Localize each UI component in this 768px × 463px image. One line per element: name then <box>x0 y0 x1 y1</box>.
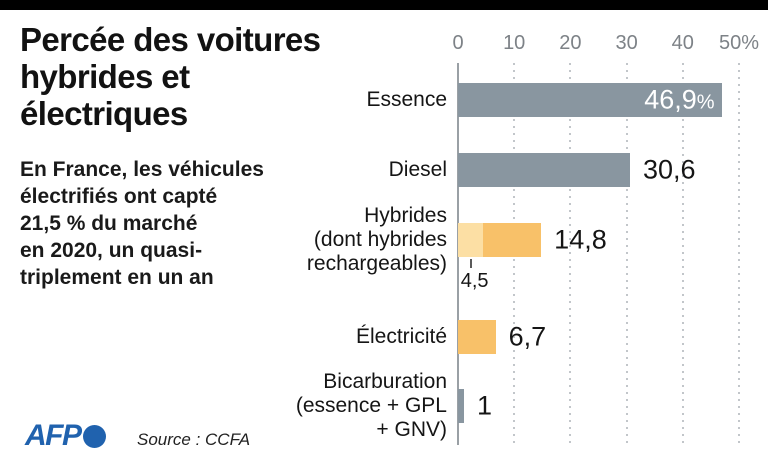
subtitle-line: triplement en un an <box>20 266 214 289</box>
sub-value-label: 4,5 <box>460 270 489 292</box>
bar-hybrides <box>458 223 542 257</box>
value-text: 46,9 <box>644 84 697 115</box>
afp-logo-text: AFP <box>25 419 82 452</box>
source-credit: Source : CCFA <box>137 430 251 449</box>
bar-electricite <box>458 320 496 354</box>
category-label-line: Bicarburation <box>323 370 447 393</box>
category-label-line: Essence <box>366 88 447 111</box>
value-text: 30,6 <box>642 154 696 185</box>
page-title: Percée des voitures hybrides et électriq… <box>20 21 430 132</box>
x-axis-tick-label: 40 <box>671 32 694 54</box>
category-label-line: Électricité <box>355 325 447 348</box>
top-black-bar <box>0 0 768 10</box>
x-axis-tick-label: 0 <box>452 32 464 54</box>
page-title-line: Percée des voitures <box>20 21 321 58</box>
category-label-line: (essence + GPL <box>295 394 447 417</box>
subtitle: En France, les véhicules électrifiés ont… <box>20 156 320 291</box>
subtitle-line: 21,5 % du marché <box>20 212 198 235</box>
category-label-hybrides: Hybrides (dont hybrides rechargeables) <box>217 204 447 276</box>
value-label-essence: 46,9% <box>644 85 714 116</box>
x-axis-tick-label: 10 <box>503 32 526 54</box>
subtitle-line: électrifiés ont capté <box>20 185 218 208</box>
category-label-line: (dont hybrides <box>313 228 447 251</box>
page-title-line: hybrides et <box>20 58 190 95</box>
value-label-diesel: 30,6 <box>643 155 696 186</box>
bar-bicarburation <box>458 389 464 423</box>
gridline <box>625 63 628 445</box>
bar-segment-hybrides-rechargeables <box>458 223 484 257</box>
gridline <box>738 63 740 445</box>
category-label-line: Diesel <box>388 158 447 181</box>
subtitle-line: En France, les véhicules <box>20 158 264 181</box>
category-label-line: Hybrides <box>364 204 447 227</box>
category-label-diesel: Diesel <box>217 158 447 182</box>
category-label-electricite: Électricité <box>217 325 447 349</box>
value-text: 14,8 <box>554 224 607 255</box>
value-text: 1 <box>477 390 493 421</box>
x-axis-tick-label: 50% <box>718 32 760 54</box>
afp-circle-icon <box>82 424 106 448</box>
value-suffix: % <box>696 91 715 114</box>
value-text: 6,7 <box>508 321 547 352</box>
x-axis-tick-label: 20 <box>559 32 582 54</box>
subtitle-line: en 2020, un quasi- <box>20 239 203 262</box>
gridline <box>681 63 684 445</box>
x-axis-tick-label: 30 <box>615 32 638 54</box>
category-label-bicarburation: Bicarburation (essence + GPL + GNV) <box>217 370 447 442</box>
bar-essence <box>458 83 722 117</box>
value-label-bicarburation: 1 <box>477 391 492 422</box>
gridline <box>569 63 572 445</box>
value-label-hybrides: 14,8 <box>554 225 607 256</box>
value-label-electricite: 6,7 <box>509 322 547 353</box>
page-title-line: électriques <box>20 95 188 132</box>
category-label-line: + GNV) <box>376 418 447 441</box>
afp-logo: AFP <box>25 421 106 451</box>
bar-diesel <box>458 153 630 187</box>
category-label-essence: Essence <box>217 88 447 112</box>
sub-value-tick <box>469 259 472 268</box>
category-label-line: rechargeables) <box>306 252 447 275</box>
